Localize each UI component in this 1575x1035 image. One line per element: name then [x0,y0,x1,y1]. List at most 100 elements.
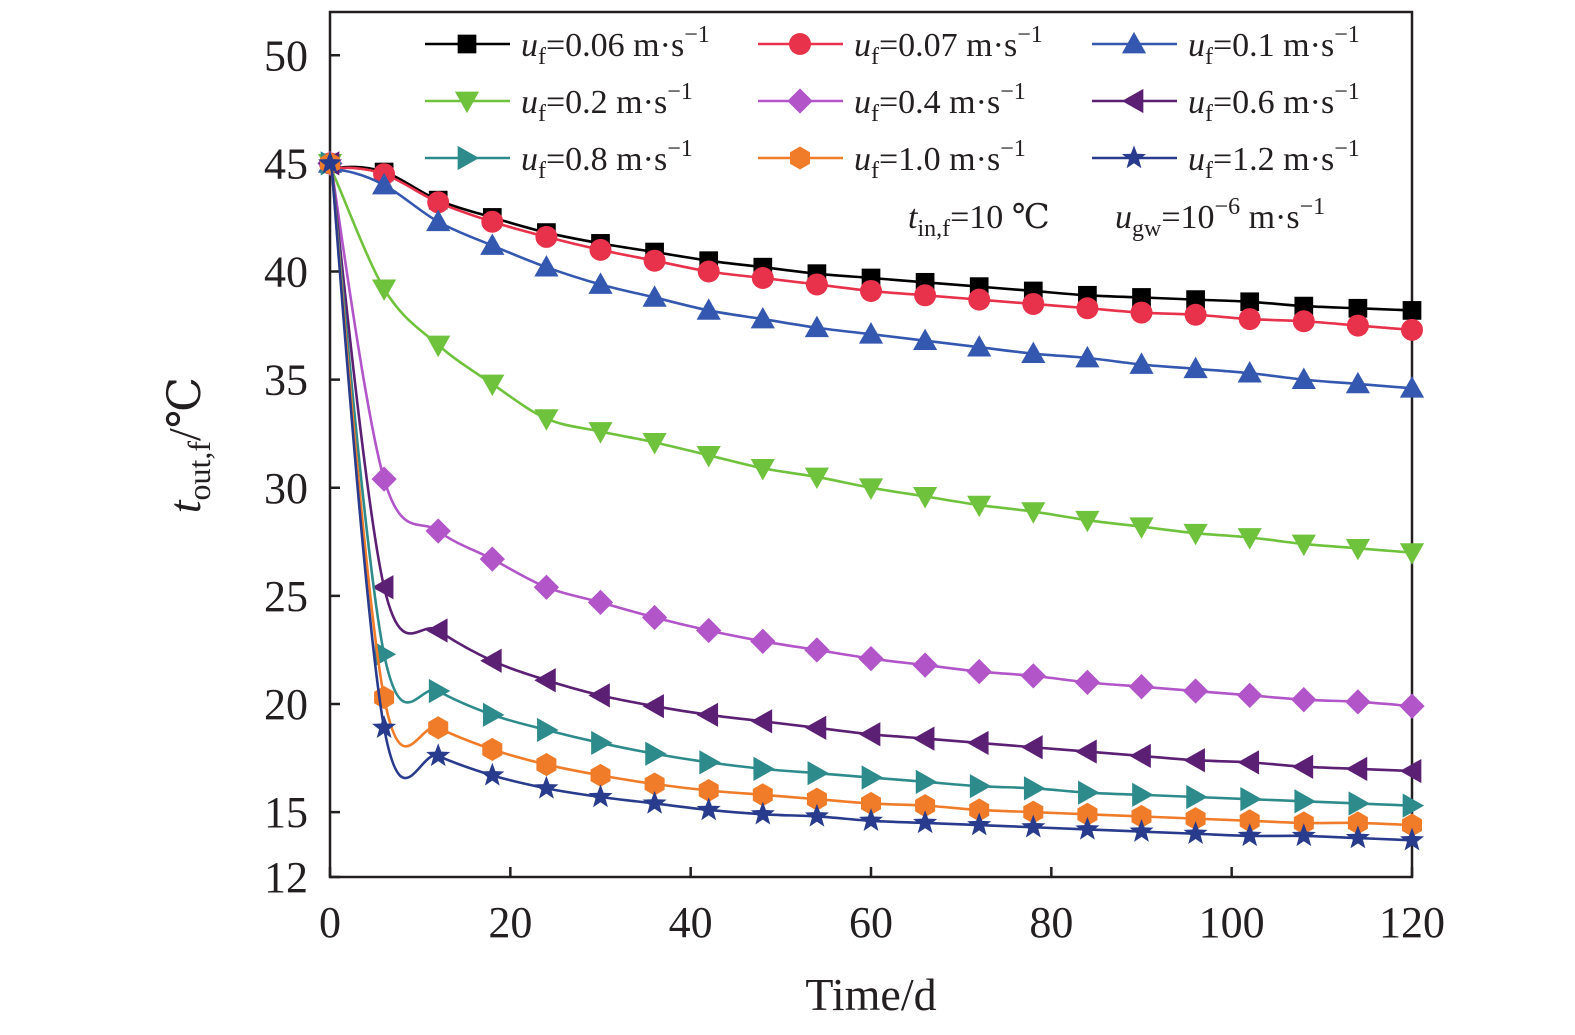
data-point [1021,341,1046,364]
legend-item: uf=0.8 m·s−1 [425,136,693,184]
data-point [699,750,721,775]
data-point [534,775,559,799]
legend-marker [1121,31,1147,54]
data-point [966,658,992,685]
data-point [428,678,451,704]
data-point [1132,288,1151,307]
y-tick-label: 12 [264,853,308,902]
x-tick-label: 100 [1199,898,1265,947]
data-point [697,260,720,283]
data-point [804,715,827,740]
series-layer [317,150,1425,851]
data-point [645,741,667,766]
data-point [642,285,667,307]
data-point [1239,809,1260,833]
data-point [914,284,937,307]
data-point [858,722,881,747]
data-point [1345,756,1368,781]
data-point [588,422,613,444]
x-tick-label: 20 [488,898,532,947]
data-point [1399,693,1425,719]
data-point [1237,750,1260,775]
data-point [1292,310,1315,333]
data-point [1023,776,1046,801]
data-point [1237,361,1262,383]
data-point [752,783,773,807]
legend-marker [1121,88,1144,114]
data-point [590,763,611,787]
legend-item: uf=0.06 m·s−1 [425,22,710,70]
data-point [804,315,829,338]
data-point [750,306,775,329]
data-point [753,756,775,781]
data-point [1347,811,1368,835]
data-point [1132,782,1154,807]
data-point [1291,754,1314,779]
data-point [1182,678,1209,704]
legend-item: uf=0.2 m·s−1 [425,79,693,127]
data-point [1240,787,1262,812]
data-point [480,762,505,786]
data-point [1078,780,1100,805]
y-axis-title-base: t [159,499,210,513]
data-point [1348,791,1370,816]
x-tick-label: 80 [1029,898,1073,947]
data-point [317,150,343,174]
data-point [969,774,992,799]
series-4 [317,154,1425,565]
data-point [967,335,992,357]
data-point [1345,371,1370,394]
legend-marker [789,33,811,55]
data-point [912,652,938,678]
legend-label: uf=0.07 m·s−1 [854,22,1043,70]
data-point [589,238,612,261]
legend: uf=0.06 m·s−1 uf=0.07 m·s−1 uf=0.1 m·s−1 uf… [425,22,1360,184]
data-point [425,518,451,544]
data-point [698,778,719,803]
data-point [1294,789,1316,814]
data-point [480,233,505,255]
y-tick-label: 45 [264,139,308,188]
data-point [967,730,989,756]
data-point [480,648,502,673]
data-point [1075,345,1100,368]
y-tick-label: 30 [264,464,308,513]
data-point [642,432,667,455]
data-point [1345,538,1370,561]
data-point [371,466,397,492]
annotation-text: tin,f=10 ℃ [908,199,1050,242]
data-point [374,642,397,667]
legend-label: uf=0.4 m·s−1 [854,79,1026,127]
data-point [915,794,936,818]
data-point [1399,543,1425,565]
data-point [696,298,721,320]
data-point [1291,823,1316,847]
data-point [1075,739,1097,764]
data-point [1402,301,1422,320]
y-tick-label: 40 [264,248,308,297]
data-point [1345,689,1371,715]
data-point [591,730,613,756]
data-point [696,702,719,727]
data-point [1291,367,1316,389]
data-point [1129,517,1154,539]
data-point [536,753,557,777]
data-point [427,191,450,214]
legend-label: uf=0.2 m·s−1 [521,79,693,127]
x-axis-title: Time/d [805,969,936,1020]
series-9 [317,150,1425,851]
data-point [967,495,992,518]
axis-ticks: 0 20 40 60 80 100 120 12 15 20 25 30 35 40 45 50 [264,31,1445,947]
data-point [1294,296,1314,316]
data-point [915,769,938,794]
data-point [750,709,773,734]
data-point [751,266,774,289]
data-point [372,715,397,739]
data-point [1237,528,1262,550]
data-point [482,702,505,727]
data-point [807,761,829,786]
y-axis-title-sub: out,f [181,441,217,501]
data-point [588,784,613,808]
data-point [858,645,884,672]
